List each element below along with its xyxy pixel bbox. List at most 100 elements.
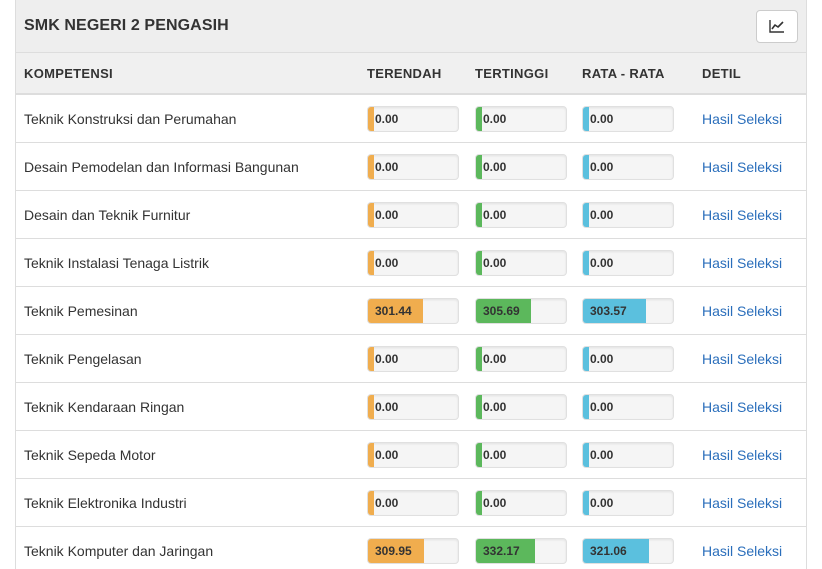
chart-button[interactable] — [756, 9, 798, 43]
terendah-progress-fill — [368, 250, 374, 275]
terendah-progress-bar: 0.00 — [367, 105, 459, 132]
tertinggi-value: 0.00 — [483, 495, 507, 510]
hasil-seleksi-link[interactable]: Hasil Seleksi — [702, 350, 783, 367]
header-tertinggi: TERTINGGI — [475, 65, 549, 81]
tertinggi-cell: 0.00 — [475, 153, 582, 180]
terendah-value: 0.00 — [375, 447, 399, 462]
tertinggi-progress-bar: 305.69 — [475, 297, 567, 324]
rata-rata-progress-bar: 0.00 — [582, 249, 674, 276]
tertinggi-cell: 0.00 — [475, 393, 582, 420]
tertinggi-cell: 305.69 — [475, 297, 582, 324]
rata-rata-value: 0.00 — [590, 447, 614, 462]
header-detil: DETIL — [702, 65, 742, 81]
detil-cell: Hasil Seleksi — [702, 159, 806, 175]
school-panel: SMK NEGERI 2 PENGASIH KOMPETENSI TERENDA… — [15, 0, 807, 569]
tertinggi-progress-fill — [476, 250, 482, 275]
tertinggi-progress-bar: 0.00 — [475, 201, 567, 228]
tertinggi-progress-fill — [476, 202, 482, 227]
rata-rata-cell: 0.00 — [582, 249, 702, 276]
rata-rata-cell: 0.00 — [582, 489, 702, 516]
tertinggi-cell: 332.17 — [475, 537, 582, 564]
hasil-seleksi-link[interactable]: Hasil Seleksi — [702, 206, 783, 223]
terendah-progress-bar: 0.00 — [367, 153, 459, 180]
detil-cell: Hasil Seleksi — [702, 111, 806, 127]
terendah-progress-fill — [368, 154, 374, 179]
tertinggi-progress-fill — [476, 490, 482, 515]
rata-rata-progress-bar: 0.00 — [582, 201, 674, 228]
kompetensi-name: Teknik Komputer dan Jaringan — [24, 542, 214, 559]
rata-rata-value: 0.00 — [590, 159, 614, 174]
tertinggi-value: 0.00 — [483, 207, 507, 222]
hasil-seleksi-link[interactable]: Hasil Seleksi — [702, 542, 783, 559]
rata-rata-cell: 0.00 — [582, 105, 702, 132]
kompetensi-name: Teknik Sepeda Motor — [24, 446, 156, 463]
hasil-seleksi-link[interactable]: Hasil Seleksi — [702, 494, 783, 511]
hasil-seleksi-link[interactable]: Hasil Seleksi — [702, 254, 783, 271]
tertinggi-progress-fill — [476, 346, 482, 371]
terendah-value: 0.00 — [375, 399, 399, 414]
rata-rata-progress-fill — [583, 490, 589, 515]
table-row: Teknik Instalasi Tenaga Listrik 0.00 0.00 0… — [16, 239, 806, 287]
rata-rata-progress-bar: 0.00 — [582, 345, 674, 372]
detil-cell: Hasil Seleksi — [702, 447, 806, 463]
terendah-progress-fill — [368, 538, 424, 563]
tertinggi-value: 0.00 — [483, 351, 507, 366]
rata-rata-value: 0.00 — [590, 351, 614, 366]
rata-rata-progress-fill — [583, 202, 589, 227]
hasil-seleksi-link[interactable]: Hasil Seleksi — [702, 446, 783, 463]
detil-cell: Hasil Seleksi — [702, 303, 806, 319]
rata-rata-cell: 0.00 — [582, 153, 702, 180]
tertinggi-cell: 0.00 — [475, 201, 582, 228]
tertinggi-progress-bar: 0.00 — [475, 105, 567, 132]
terendah-progress-bar: 0.00 — [367, 393, 459, 420]
tertinggi-progress-fill — [476, 538, 536, 563]
terendah-progress-bar: 0.00 — [367, 249, 459, 276]
hasil-seleksi-link[interactable]: Hasil Seleksi — [702, 302, 783, 319]
terendah-cell: 301.44 — [367, 297, 475, 324]
hasil-seleksi-link[interactable]: Hasil Seleksi — [702, 398, 783, 415]
hasil-seleksi-link[interactable]: Hasil Seleksi — [702, 158, 783, 175]
table-row: Teknik Kendaraan Ringan 0.00 0.00 0.00 Hasil… — [16, 383, 806, 431]
tertinggi-value: 332.17 — [483, 543, 520, 558]
terendah-progress-bar: 0.00 — [367, 201, 459, 228]
rata-rata-progress-bar: 0.00 — [582, 441, 674, 468]
panel-title: SMK NEGERI 2 PENGASIH — [24, 17, 229, 34]
terendah-progress-fill — [368, 346, 374, 371]
tertinggi-progress-bar: 332.17 — [475, 537, 567, 564]
rata-rata-progress-fill — [583, 346, 589, 371]
tertinggi-value: 0.00 — [483, 399, 507, 414]
terendah-progress-bar: 0.00 — [367, 441, 459, 468]
tertinggi-progress-bar: 0.00 — [475, 489, 567, 516]
table-row: Teknik Pengelasan 0.00 0.00 0.00 Hasil Selek… — [16, 335, 806, 383]
tertinggi-progress-bar: 0.00 — [475, 441, 567, 468]
terendah-cell: 0.00 — [367, 153, 475, 180]
kompetensi-name: Teknik Pemesinan — [24, 302, 138, 319]
rata-rata-cell: 0.00 — [582, 393, 702, 420]
kompetensi-name: Desain dan Teknik Furnitur — [24, 206, 191, 223]
terendah-cell: 0.00 — [367, 105, 475, 132]
tertinggi-cell: 0.00 — [475, 489, 582, 516]
rata-rata-progress-fill — [583, 154, 589, 179]
hasil-seleksi-link[interactable]: Hasil Seleksi — [702, 110, 783, 127]
rata-rata-value: 0.00 — [590, 111, 614, 126]
rata-rata-cell: 0.00 — [582, 201, 702, 228]
tertinggi-progress-fill — [476, 154, 482, 179]
kompetensi-name: Teknik Elektronika Industri — [24, 494, 187, 511]
terendah-value: 309.95 — [375, 543, 412, 558]
rata-rata-progress-fill — [583, 394, 589, 419]
tertinggi-progress-fill — [476, 394, 482, 419]
terendah-progress-fill — [368, 394, 374, 419]
tertinggi-progress-fill — [476, 298, 531, 323]
terendah-value: 0.00 — [375, 351, 399, 366]
terendah-progress-fill — [368, 442, 374, 467]
terendah-progress-fill — [368, 202, 374, 227]
terendah-cell: 0.00 — [367, 489, 475, 516]
detil-cell: Hasil Seleksi — [702, 207, 806, 223]
tertinggi-progress-fill — [476, 442, 482, 467]
terendah-value: 0.00 — [375, 159, 399, 174]
rata-rata-progress-fill — [583, 298, 646, 323]
tertinggi-cell: 0.00 — [475, 345, 582, 372]
tertinggi-progress-fill — [476, 106, 482, 131]
rata-rata-cell: 303.57 — [582, 297, 702, 324]
terendah-cell: 0.00 — [367, 441, 475, 468]
